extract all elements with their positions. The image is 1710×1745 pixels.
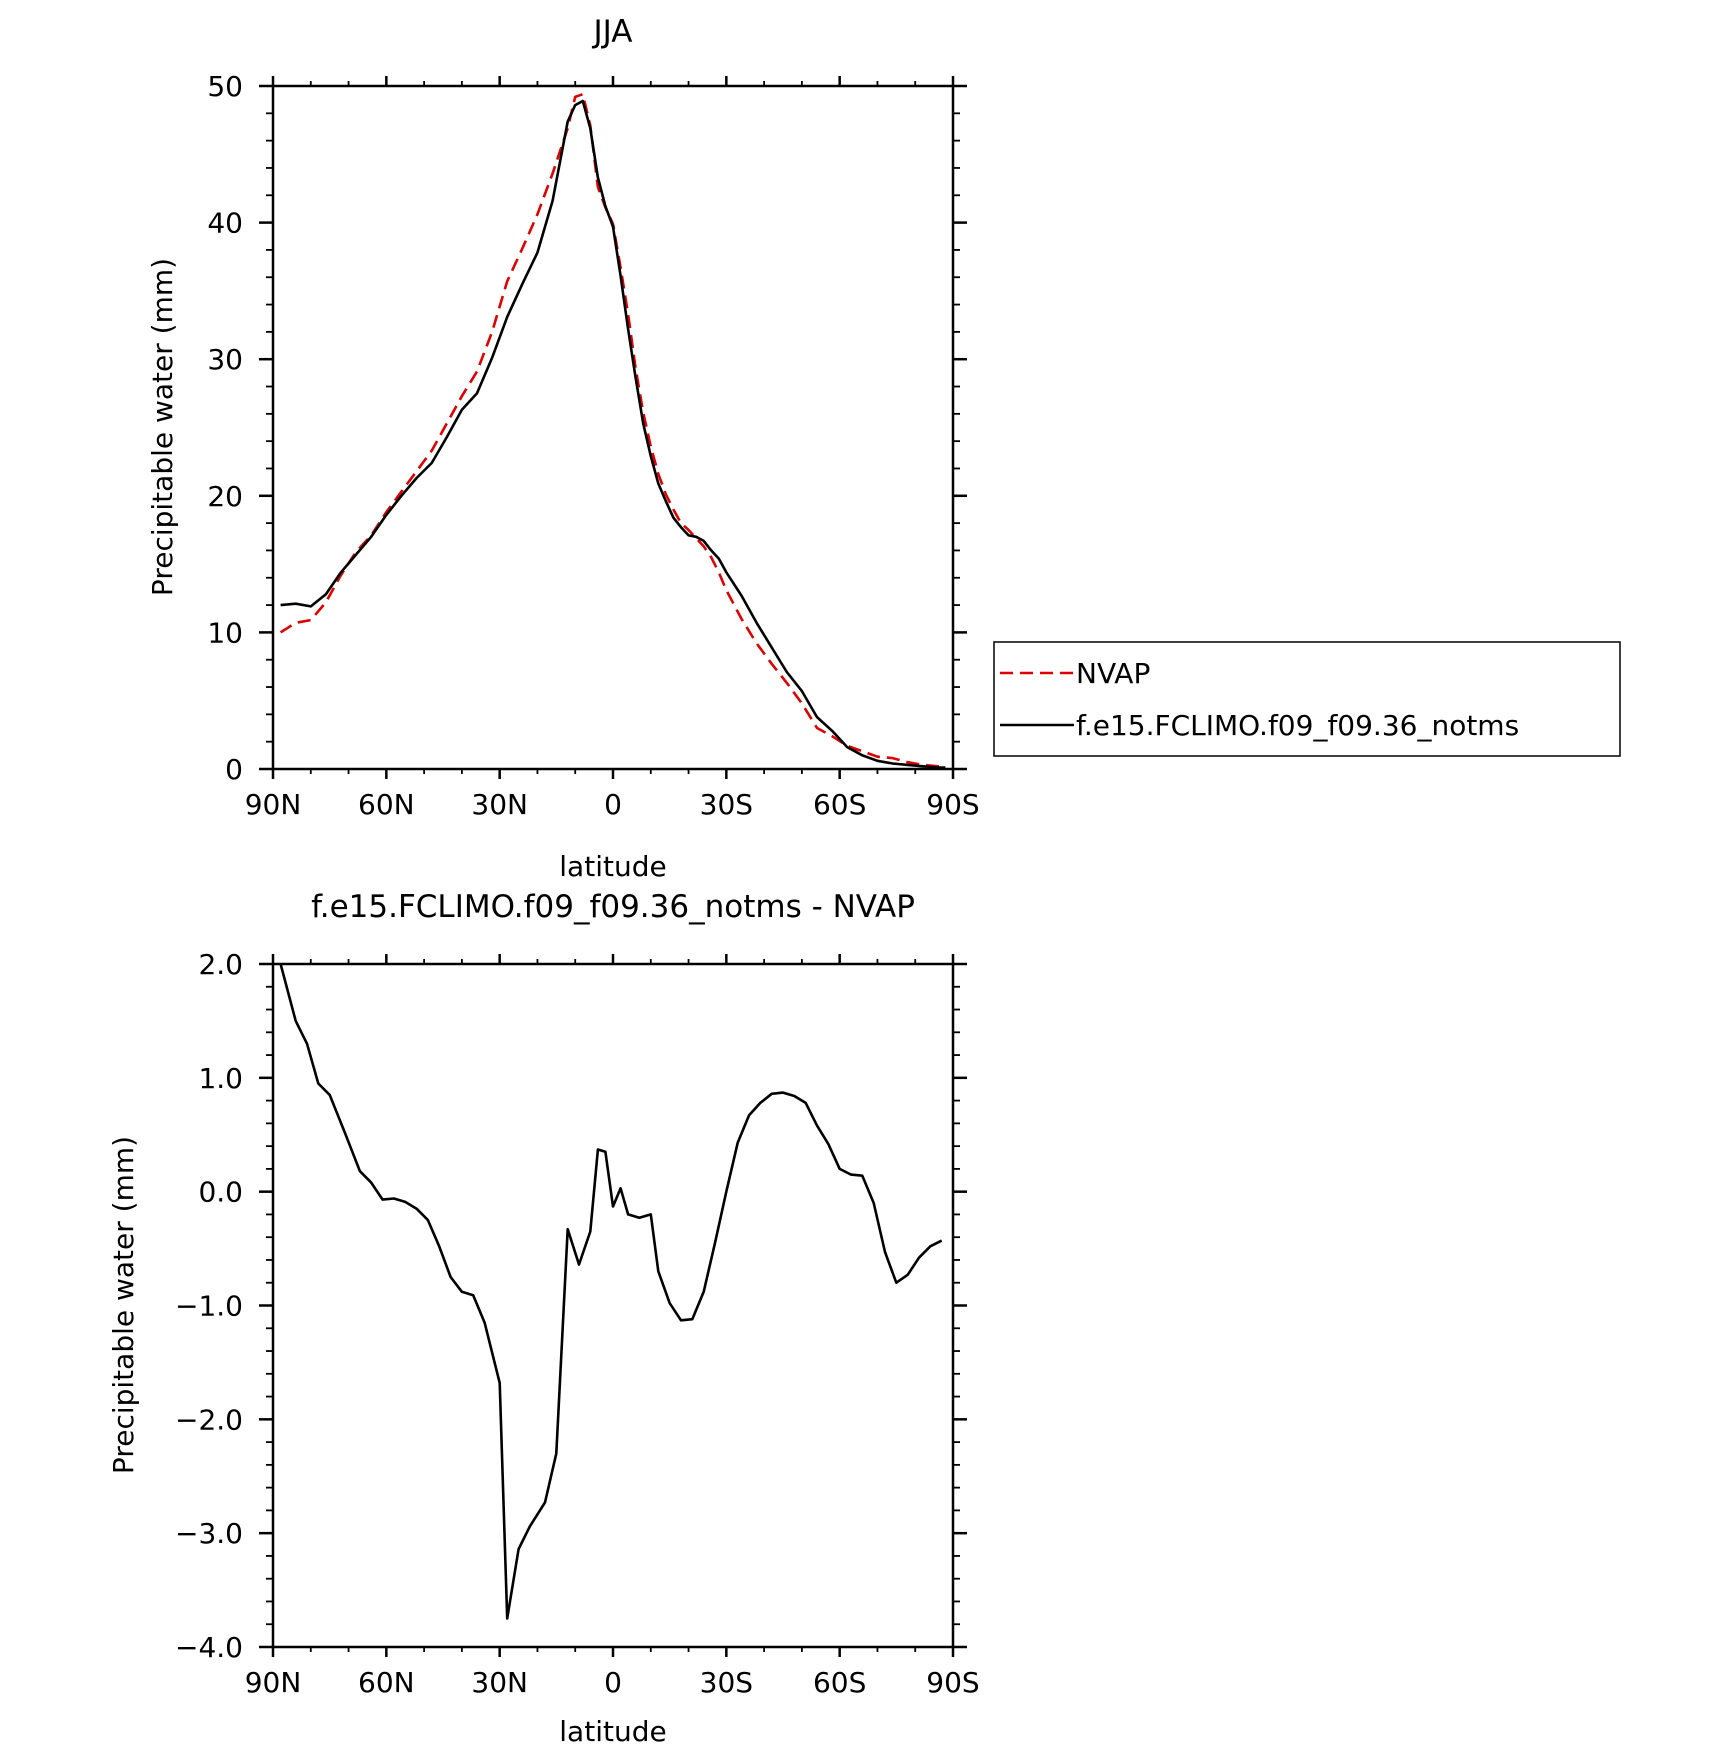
- y-tick-label: −2.0: [175, 1403, 243, 1436]
- series-line-f-e15-fclimo-f09-f09-36-notms: [280, 99, 946, 769]
- y-axis-label-bottom: Precipitable water (mm): [107, 1136, 140, 1474]
- legend-label-model: f.e15.FCLIMO.f09_f09.36_notms: [1076, 709, 1519, 742]
- plot-frame-bottom: [271, 962, 955, 1649]
- y-tick-label: −3.0: [175, 1517, 243, 1550]
- x-tick-label: 30N: [471, 788, 528, 821]
- y-tick-label: 40: [207, 207, 243, 240]
- x-tick-label: 30S: [700, 1666, 753, 1699]
- x-axis-label-top: latitude: [559, 850, 666, 883]
- series-line-difference: [279, 963, 943, 1620]
- chart-top-jja: JJA 90N 60N 30N 0 30S 60S 90S 0 10 20 30 40 50 latit…: [146, 14, 1621, 883]
- x-tick-label: 0: [604, 788, 622, 821]
- x-tick-label: 90N: [245, 788, 302, 821]
- x-tick-label: 30N: [471, 1666, 528, 1699]
- x-tick-label: 60N: [358, 788, 415, 821]
- x-axis-label-bottom: latitude: [559, 1715, 666, 1745]
- x-tick-label: 60S: [813, 788, 866, 821]
- x-tick-label: 90N: [245, 1666, 302, 1699]
- y-tick-label: 50: [207, 70, 243, 103]
- y-tick-label: −4.0: [175, 1631, 243, 1664]
- legend: NVAP f.e15.FCLIMO.f09_f09.36_notms: [993, 641, 1621, 757]
- y-tick-label: −1.0: [175, 1290, 243, 1323]
- y-tick-label: 20: [207, 480, 243, 513]
- x-tick-label: 30S: [700, 788, 753, 821]
- plot-frame-top: [271, 84, 955, 771]
- y-tick-label: 10: [207, 616, 243, 649]
- y-tick-label: 1.0: [198, 1062, 243, 1095]
- x-tick-label: 60N: [358, 1666, 415, 1699]
- chart-title-bottom: f.e15.FCLIMO.f09_f09.36_notms - NVAP: [311, 889, 915, 925]
- x-tick-label: 90S: [926, 1666, 979, 1699]
- x-tick-label: 0: [604, 1666, 622, 1699]
- legend-box: [993, 641, 1621, 757]
- chart-bottom-difference: f.e15.FCLIMO.f09_f09.36_notms - NVAP 90N…: [107, 889, 980, 1745]
- series-line-nvap: [279, 92, 946, 768]
- y-tick-label: 0: [225, 753, 243, 786]
- y-tick-label: 0.0: [198, 1176, 243, 1209]
- y-tick-label: 2.0: [198, 948, 243, 981]
- y-tick-label: 30: [207, 343, 243, 376]
- y-axis-label-top: Precipitable water (mm): [146, 258, 179, 596]
- x-tick-label: 60S: [813, 1666, 866, 1699]
- legend-label-nvap: NVAP: [1076, 657, 1150, 690]
- x-tick-label: 90S: [926, 788, 979, 821]
- chart-title-top: JJA: [592, 14, 633, 50]
